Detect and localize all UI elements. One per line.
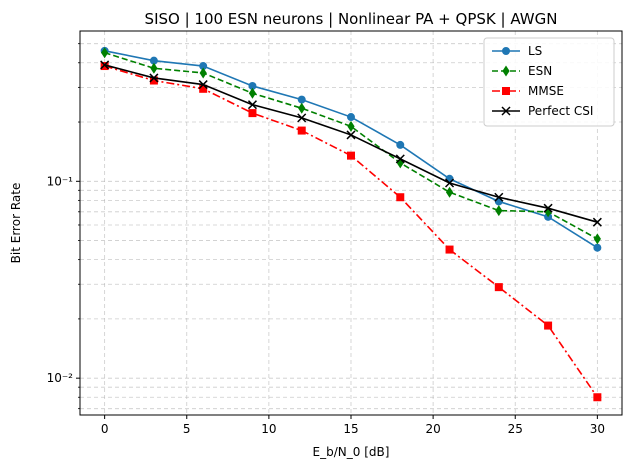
data-point-mmse [544, 321, 553, 330]
legend-label-mmse: MMSE [528, 84, 564, 98]
data-point-esn [248, 87, 257, 99]
data-point-ls [199, 62, 208, 71]
data-point-mmse [100, 62, 109, 71]
x-tick-label: 25 [508, 422, 523, 436]
legend-marker-perfect-csi [501, 106, 511, 116]
x-tick-label: 0 [101, 422, 109, 436]
x-tick-label: 30 [590, 422, 605, 436]
x-tick-label: 20 [425, 422, 440, 436]
data-point-mmse [445, 245, 454, 254]
data-point-ls [396, 140, 405, 149]
legend-label-ls: LS [528, 44, 542, 58]
legend-label-esn: ESN [528, 64, 552, 78]
data-point-perfect-csi [543, 203, 553, 213]
data-point-mmse [593, 393, 602, 402]
axis-ticks: 0 5 10 15 20 25 30 10⁻² 10⁻¹ [47, 43, 605, 436]
data-point-esn [396, 157, 404, 169]
data-point-perfect-csi [198, 80, 208, 90]
series-layer [100, 46, 602, 402]
legend-marker-mmse [502, 87, 510, 95]
data-point-mmse [494, 283, 503, 292]
data-point-perfect-csi [346, 130, 356, 140]
data-point-ls [297, 95, 306, 104]
data-point-perfect-csi [494, 192, 504, 202]
series-perfect-csi [100, 60, 602, 227]
chart-title: SISO | 100 ESN neurons | Nonlinear PA + … [145, 10, 558, 28]
data-point-ls [248, 81, 257, 90]
data-point-esn [150, 62, 158, 74]
y-tick-label: 10⁻² [47, 371, 74, 385]
data-point-mmse [396, 193, 405, 202]
legend-marker-ls [502, 47, 510, 55]
legend-marker-esn [502, 65, 510, 77]
x-tick-label: 5 [183, 422, 191, 436]
series-ls [100, 46, 602, 252]
series-line-esn [104, 51, 598, 240]
series-mmse [100, 62, 602, 402]
data-point-esn [298, 102, 306, 114]
data-point-perfect-csi [247, 100, 257, 110]
data-point-mmse [297, 126, 306, 135]
y-tick-label: 10⁻¹ [47, 174, 74, 188]
data-point-esn [495, 205, 503, 217]
x-tick-label: 15 [343, 422, 358, 436]
data-point-ls [347, 113, 355, 122]
data-point-mmse [149, 76, 158, 85]
data-point-esn [101, 47, 109, 59]
legend: LS ESN MMSE Perfect CSI [483, 37, 615, 127]
data-point-esn [347, 120, 355, 132]
data-point-perfect-csi [445, 178, 455, 188]
data-point-perfect-csi [592, 217, 602, 227]
legend-box [483, 37, 615, 127]
data-point-perfect-csi [149, 73, 159, 83]
data-point-mmse [248, 109, 257, 118]
data-point-ls [149, 56, 158, 65]
data-point-mmse [347, 151, 355, 160]
data-point-esn [445, 186, 454, 198]
data-point-esn [593, 233, 601, 245]
x-axis-label: E_b/N_0 [dB] [313, 445, 390, 459]
data-point-mmse [199, 84, 208, 93]
data-point-perfect-csi [297, 113, 307, 123]
x-tick-label: 10 [261, 422, 276, 436]
data-point-ls [593, 243, 602, 252]
legend-label-perfect-csi: Perfect CSI [528, 104, 593, 118]
data-point-perfect-csi [100, 60, 110, 70]
data-point-perfect-csi [395, 154, 405, 164]
series-esn [101, 47, 601, 245]
data-point-esn [199, 67, 207, 79]
y-axis-label: Bit Error Rate [9, 183, 23, 264]
